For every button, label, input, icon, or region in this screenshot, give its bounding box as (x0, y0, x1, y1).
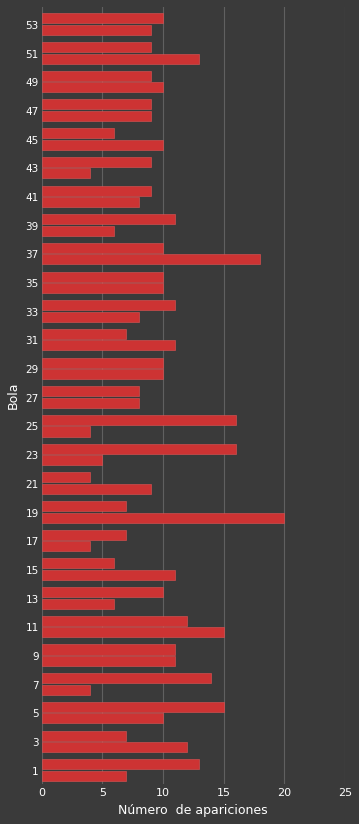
Bar (42, 25, 151, 35)
Bar (42, 616, 187, 626)
Bar (42, 386, 139, 396)
Bar (42, 443, 236, 454)
Bar (42, 111, 151, 121)
Bar (42, 255, 260, 265)
Bar (42, 214, 175, 224)
Bar (42, 283, 163, 293)
Bar (42, 731, 126, 741)
Bar (42, 541, 90, 551)
Bar (42, 329, 126, 339)
Bar (42, 455, 102, 466)
Y-axis label: Bola: Bola (7, 382, 20, 410)
Bar (42, 559, 115, 569)
Bar (42, 759, 199, 770)
Bar (42, 685, 90, 695)
Bar (42, 139, 163, 150)
Bar (42, 501, 126, 511)
Bar (42, 742, 187, 752)
Bar (42, 673, 211, 683)
Bar (42, 369, 163, 379)
Bar (42, 656, 175, 666)
Bar (42, 570, 175, 580)
Bar (42, 197, 139, 207)
Bar (42, 530, 126, 540)
Bar (42, 185, 151, 195)
Bar (42, 770, 126, 781)
Bar (42, 129, 115, 138)
Bar (42, 54, 199, 63)
X-axis label: Número  de apariciones: Número de apariciones (118, 804, 268, 817)
Bar (42, 714, 163, 723)
Bar (42, 598, 115, 609)
Bar (42, 644, 175, 654)
Bar (42, 13, 163, 23)
Bar (42, 226, 115, 236)
Bar (42, 340, 175, 350)
Bar (42, 702, 224, 712)
Bar (42, 243, 163, 253)
Bar (42, 82, 163, 92)
Bar (42, 358, 163, 368)
Bar (42, 398, 139, 408)
Bar (42, 42, 151, 52)
Bar (42, 472, 90, 482)
Bar (42, 272, 163, 282)
Bar (42, 100, 151, 110)
Bar (42, 415, 236, 425)
Bar (42, 71, 151, 81)
Bar (42, 627, 224, 637)
Bar (42, 484, 151, 494)
Bar (42, 427, 90, 437)
Bar (42, 588, 163, 597)
Bar (42, 513, 284, 522)
Bar (42, 168, 90, 178)
Bar (42, 311, 139, 322)
Bar (42, 157, 151, 167)
Bar (42, 300, 175, 311)
